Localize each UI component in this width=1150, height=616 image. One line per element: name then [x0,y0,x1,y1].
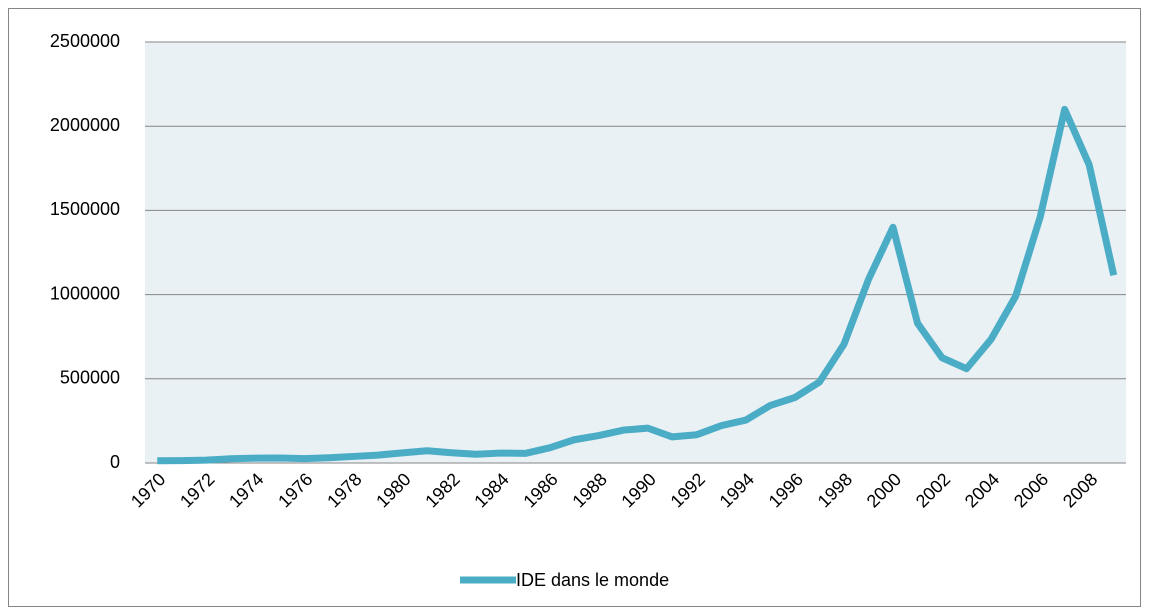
plot-area [145,42,1126,463]
y-tick-label: 0 [110,452,120,472]
legend-label: IDE dans le monde [516,570,669,590]
y-tick-label: 1500000 [50,199,120,219]
data-line [157,105,1118,465]
y-tick-label: 2000000 [50,115,120,135]
y-tick-label: 1000000 [50,283,120,303]
y-tick-label: 2500000 [50,31,120,51]
y-tick-label: 500000 [60,368,120,388]
